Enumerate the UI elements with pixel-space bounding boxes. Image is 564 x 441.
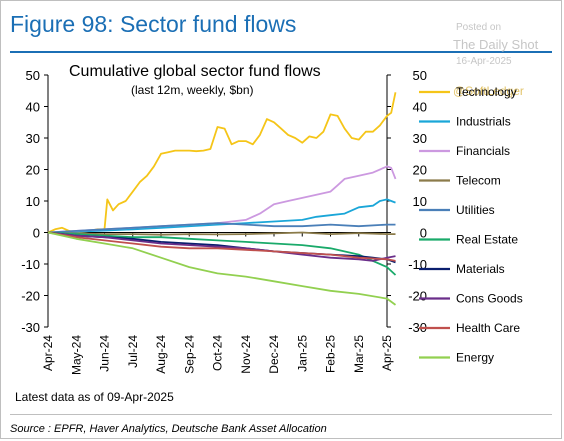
series-line-cons-goods xyxy=(47,231,396,262)
y-tick-label-left: -20 xyxy=(21,289,40,304)
chart-title: Cumulative global sector fund flows xyxy=(69,63,321,80)
x-tick-label: Apr-25 xyxy=(380,335,394,371)
y-tick-label-right: 50 xyxy=(413,68,427,83)
y-tick-label-left: 40 xyxy=(26,100,40,115)
legend-label-real-estate: Real Estate xyxy=(456,233,518,247)
y-tick-label-left: -30 xyxy=(21,320,40,335)
series-line-real-estate xyxy=(47,231,397,276)
legend-label-materials: Materials xyxy=(456,262,505,276)
x-tick-label: Jan-25 xyxy=(295,335,309,372)
legend-label-technology: Technology xyxy=(456,85,517,99)
y-tick-label-right: 20 xyxy=(413,163,427,178)
watermark-site: The Daily Shot xyxy=(453,37,539,52)
series-line-industrials xyxy=(47,198,396,234)
y-tick-label-right: 10 xyxy=(413,194,427,209)
y-tick-label-right: 0 xyxy=(420,226,427,241)
x-tick-label: Feb-25 xyxy=(324,335,338,373)
series-line-technology xyxy=(47,92,397,234)
watermark-date: 16-Apr-2025 xyxy=(456,56,512,67)
y-tick-label-left: 50 xyxy=(26,68,40,83)
series-line-health-care xyxy=(47,231,396,262)
x-tick-label: Jun-24 xyxy=(98,335,112,372)
x-tick-label: Dec-24 xyxy=(267,335,281,374)
watermark-handle: @SoftLedger xyxy=(453,84,524,98)
legend-label-energy: Energy xyxy=(456,351,494,365)
legend-label-industrials: Industrials xyxy=(456,115,511,129)
x-tick-label: Aug-24 xyxy=(154,335,168,374)
x-tick-label: Jul-24 xyxy=(126,335,140,368)
series-line-telecom xyxy=(47,231,396,236)
y-tick-label-left: 10 xyxy=(26,194,40,209)
legend-label-telecom: Telecom xyxy=(456,174,501,188)
latest-data-note: Latest data as of 09-Apr-2025 xyxy=(15,390,174,404)
y-tick-label-left: 30 xyxy=(26,131,40,146)
source-note: Source : EPFR, Haver Analytics, Deutsche… xyxy=(10,423,327,435)
series-line-utilities xyxy=(47,222,396,234)
x-tick-label: Sep-24 xyxy=(182,335,196,374)
chart-subtitle: (last 12m, weekly, $bn) xyxy=(131,83,254,97)
y-tick-label-right: 30 xyxy=(413,131,427,146)
source-rule xyxy=(10,414,552,415)
legend-label-financials: Financials xyxy=(456,144,510,158)
legend-label-cons-goods: Cons Goods xyxy=(456,292,523,306)
y-tick-label-left: 20 xyxy=(26,163,40,178)
x-tick-label: Apr-24 xyxy=(41,335,55,371)
x-tick-label: Nov-24 xyxy=(239,335,253,374)
y-tick-label-right: -20 xyxy=(408,289,427,304)
x-tick-label: Oct-24 xyxy=(211,335,225,371)
x-tick-label: May-24 xyxy=(69,335,83,375)
watermark-posted: Posted on xyxy=(456,22,502,33)
title-rule xyxy=(10,51,552,53)
y-tick-label-right: -30 xyxy=(408,320,427,335)
legend-label-utilities: Utilities xyxy=(456,203,495,217)
y-tick-label-left: 0 xyxy=(33,226,40,241)
y-tick-label-right: 40 xyxy=(413,100,427,115)
y-tick-label-left: -10 xyxy=(21,257,40,272)
x-tick-label: Mar-25 xyxy=(352,335,366,373)
figure-title: Figure 98: Sector fund flows xyxy=(10,11,297,37)
series-line-energy xyxy=(47,231,397,306)
legend-label-health-care: Health Care xyxy=(456,321,520,335)
